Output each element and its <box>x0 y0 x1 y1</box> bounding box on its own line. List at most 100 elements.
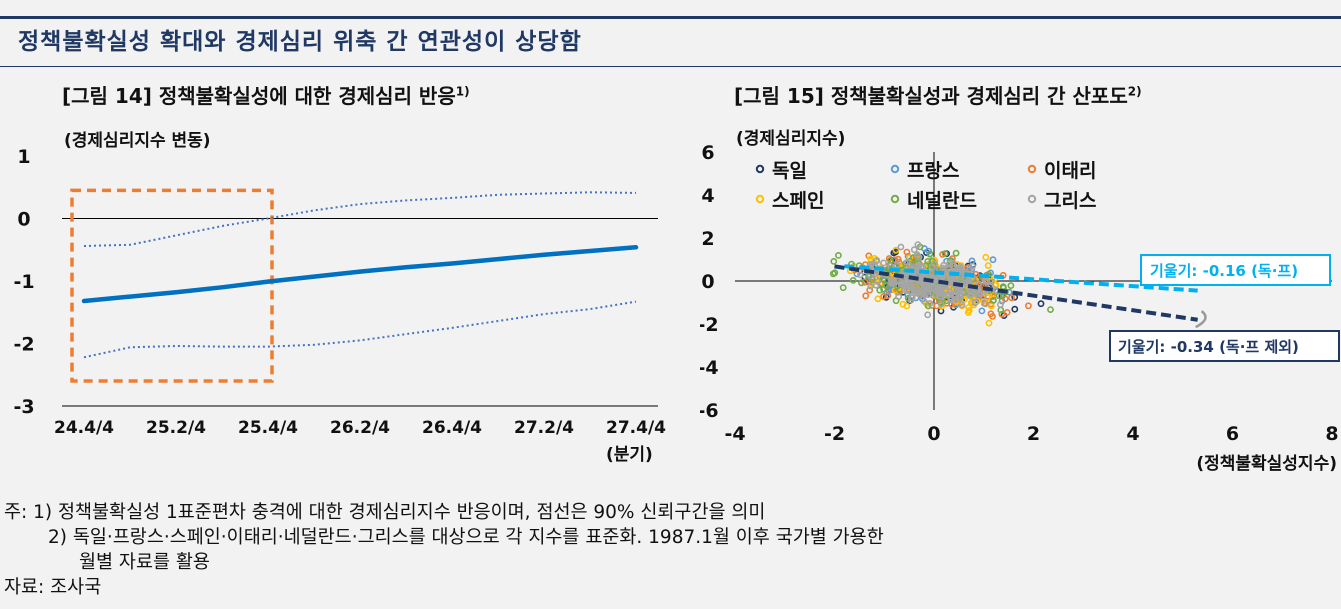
scatter-point <box>849 276 857 284</box>
figure14-ylabel: (경제심리지수 변동) <box>64 131 211 151</box>
lower-band-line <box>83 300 637 359</box>
scatter-point <box>893 261 901 269</box>
scatter-point <box>941 250 949 257</box>
page-title: 정책불확실성 확대와 경제심리 위축 간 연관성이 상당함 <box>18 29 582 55</box>
scatter-point <box>1024 302 1032 310</box>
source: 자료: 조사국 <box>4 577 102 598</box>
fit-line-excl <box>834 264 1198 322</box>
legend-label: 네덜란드 <box>907 190 977 212</box>
y-tick-label: 1 <box>17 146 30 168</box>
scatter-point <box>903 248 911 256</box>
x-tick-label: 26.2/4 <box>330 418 390 438</box>
note-2: 2) 독일·프랑스·스페인·이태리·네덜란드·그리스를 대상으로 각 지수를 표… <box>48 527 884 548</box>
scatter-point <box>923 281 931 289</box>
scatter-point <box>952 249 960 257</box>
scatter-point <box>934 276 942 284</box>
x-tick-label: -2 <box>824 423 845 445</box>
scatter-point <box>926 250 934 258</box>
scatter-point <box>907 296 915 304</box>
x-tick-label: -4 <box>724 423 745 445</box>
scatter-point <box>830 257 838 265</box>
x-tick-label: 6 <box>1226 423 1239 445</box>
notes: 주: 1) 정책불확실성 1표준편차 충격에 대한 경제심리지수 반응이며, 점… <box>4 500 884 600</box>
scatter-point <box>914 241 922 248</box>
scatter-point <box>954 265 962 273</box>
y-tick-label: 4 <box>701 185 714 207</box>
scatter-point <box>920 297 928 305</box>
slope-label-excl: 기울기: -0.34 (독·프 제외) <box>1118 338 1299 356</box>
x-tick-label: 27.2/4 <box>514 418 574 438</box>
arrow-icon <box>1195 310 1207 329</box>
x-tick-label: 24.4/4 <box>54 418 114 438</box>
scatter-point <box>1003 308 1011 316</box>
scatter-point <box>915 253 923 261</box>
scatter-point <box>931 260 938 268</box>
scatter-point <box>947 275 955 282</box>
slope-label-box-de-fr <box>1140 254 1331 286</box>
scatter-point <box>880 285 887 293</box>
scatter-point <box>969 262 976 270</box>
x-tick-label: 25.2/4 <box>146 418 206 438</box>
legend-marker <box>890 164 900 174</box>
x-tick-label: 0 <box>927 423 940 445</box>
scatter-point <box>1037 300 1045 308</box>
scatter-point <box>946 259 954 267</box>
scatter-point <box>945 291 953 298</box>
scatter-point <box>866 286 874 294</box>
scatter-point <box>857 279 865 287</box>
header-rule <box>0 66 1341 67</box>
scatter-point <box>957 287 964 294</box>
scatter-point <box>936 288 944 296</box>
x-tick-label: 27.4/4 <box>606 418 666 438</box>
figure15-ylabel: (경제심리지수) <box>736 129 845 149</box>
x-tick-label: 4 <box>1126 423 1139 445</box>
scatter-point <box>929 284 937 292</box>
legend-marker <box>1027 194 1037 204</box>
legend-label: 스페인 <box>772 190 824 212</box>
scatter-point <box>964 309 972 316</box>
scatter-point <box>917 287 925 294</box>
scatter-point <box>978 307 986 315</box>
y-tick-label: -3 <box>13 396 34 418</box>
scatter-point <box>949 260 957 267</box>
scatter-point <box>1047 306 1054 313</box>
upper-band-line <box>83 191 637 247</box>
scatter-point <box>831 269 839 277</box>
y-tick-label: -2 <box>700 314 719 336</box>
figure14-title: [그림 14] 정책불확실성에 대한 경제심리 반응1) <box>62 84 470 108</box>
scatter-point <box>997 306 1005 314</box>
scatter-point <box>892 246 900 254</box>
scatter-point <box>856 271 864 279</box>
scatter-point <box>926 299 934 307</box>
y-tick-label: -4 <box>700 357 719 379</box>
scatter-point <box>895 293 902 300</box>
scatter-point <box>1008 294 1015 302</box>
figure15-chart: (경제심리지수) (정책불확실성지수) 6420-2-4-6-4-202468 … <box>700 129 1340 474</box>
scatter-point <box>990 296 997 304</box>
scatter-point <box>861 278 869 286</box>
scatter-point <box>915 261 923 269</box>
slope-label-box-excl <box>1109 330 1340 362</box>
legend-marker <box>890 194 900 204</box>
scatter-point <box>1011 305 1019 313</box>
scatter-point <box>975 280 982 287</box>
y-tick-label: 0 <box>17 209 30 231</box>
x-tick-label: 25.4/4 <box>238 418 298 438</box>
note-2-cont: 월별 자료를 활용 <box>79 552 210 573</box>
scatter-point <box>965 277 973 285</box>
y-tick-label: 0 <box>701 271 714 293</box>
scatter-point <box>872 281 880 289</box>
scatter-point <box>880 293 887 300</box>
slope-label-de-fr: 기울기: -0.16 (독·프) <box>1150 262 1298 280</box>
scatter-point <box>1007 282 1015 289</box>
y-tick-label: 6 <box>701 142 714 164</box>
scatter-point <box>996 301 1004 308</box>
legend-marker <box>755 164 765 174</box>
legend-label: 독일 <box>772 160 807 182</box>
scatter-point <box>989 256 997 264</box>
scatter-point <box>956 293 964 300</box>
scatter-point <box>916 283 924 291</box>
scatter-point <box>937 300 945 308</box>
scatter-point <box>982 278 990 285</box>
scatter-point <box>880 259 887 267</box>
